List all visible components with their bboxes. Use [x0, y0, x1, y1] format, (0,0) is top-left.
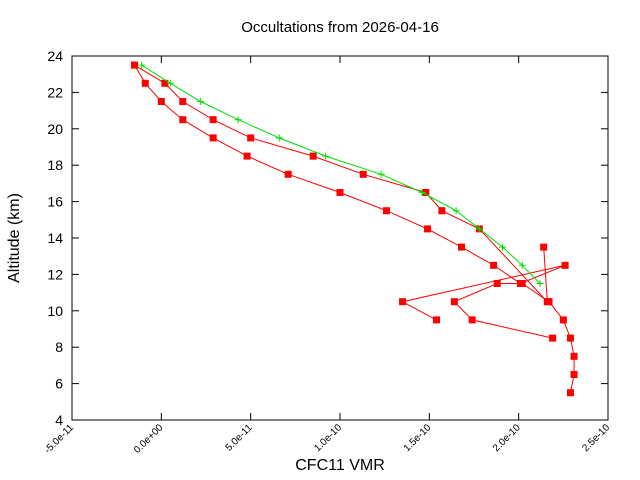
y-tick-label: 16: [47, 194, 63, 210]
y-tick-label: 6: [55, 376, 63, 392]
data-point: [209, 116, 217, 124]
data-point: [566, 334, 574, 342]
y-tick-label: 10: [47, 303, 63, 319]
data-point: [499, 243, 507, 251]
data-point: [141, 79, 149, 87]
data-point: [516, 280, 524, 287]
data-point: [247, 134, 255, 142]
chart-title: Occultations from 2026-04-16: [241, 19, 439, 36]
data-point: [399, 298, 407, 306]
data-point: [422, 189, 430, 196]
data-point: [570, 371, 578, 378]
data-point: [468, 316, 476, 324]
y-tick-label: 22: [47, 84, 63, 100]
series-line: [134, 64, 548, 304]
data-point: [570, 352, 578, 360]
data-point: [359, 170, 367, 178]
data-point: [377, 170, 385, 178]
data-point: [543, 298, 551, 306]
data-point: [536, 280, 544, 287]
y-tick-label: 20: [47, 121, 63, 137]
data-point: [561, 261, 569, 269]
data-point: [234, 116, 242, 124]
data-point: [540, 243, 548, 251]
data-point: [566, 389, 574, 397]
data-point: [549, 334, 557, 342]
data-point: [559, 316, 567, 324]
data-point: [490, 261, 498, 269]
series-layer: [131, 61, 578, 397]
y-tick-label: 24: [47, 48, 63, 64]
data-point: [197, 98, 205, 105]
x-tick-label: 0.0e+00: [132, 422, 166, 456]
plot-frame: [71, 55, 609, 421]
data-point: [284, 170, 292, 178]
data-point: [493, 280, 501, 287]
series-line: [453, 283, 575, 393]
y-tick-label: 14: [47, 230, 63, 246]
data-point: [179, 98, 187, 105]
data-point: [131, 61, 139, 69]
data-point: [138, 61, 146, 69]
data-point: [518, 261, 526, 269]
data-point: [450, 298, 458, 306]
x-tick-label: 5.0e-11: [224, 422, 256, 454]
x-tick-label: 1.5e-10: [402, 422, 434, 454]
series-line: [134, 64, 566, 321]
x-tick-label: 1.0e-10: [312, 422, 344, 454]
data-point: [457, 243, 465, 251]
data-point: [452, 207, 460, 215]
data-point: [336, 189, 344, 196]
x-tick-label: 2.5e-10: [580, 422, 612, 454]
y-axis-label: Altitude (km): [6, 193, 23, 283]
y-tick-label: 18: [47, 157, 63, 173]
data-point: [157, 98, 165, 105]
data-point: [322, 152, 330, 160]
data-point: [432, 316, 440, 324]
series-line: [141, 64, 541, 284]
data-point: [309, 152, 317, 160]
data-point: [179, 116, 187, 124]
x-axis-label: CFC11 VMR: [295, 457, 385, 474]
data-point: [424, 225, 432, 233]
data-point: [418, 189, 426, 196]
data-point: [161, 79, 169, 87]
data-point: [275, 134, 283, 142]
data-point: [475, 225, 483, 233]
x-tick-label: 2.0e-10: [491, 422, 523, 454]
y-tick-label: 12: [47, 266, 63, 282]
y-tick-label: 8: [55, 339, 63, 355]
data-point: [166, 79, 174, 87]
data-point: [382, 207, 390, 215]
data-point: [209, 134, 217, 142]
data-point: [243, 152, 251, 160]
y-tick-label: 4: [55, 412, 63, 428]
data-point: [438, 207, 446, 215]
